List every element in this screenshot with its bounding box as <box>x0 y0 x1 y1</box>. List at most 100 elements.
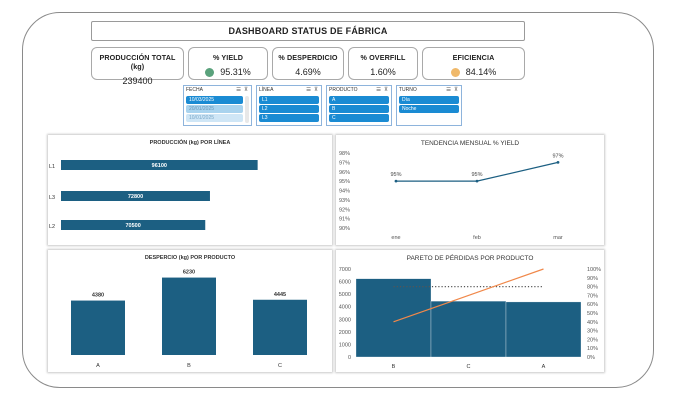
status-dot-icon <box>450 67 460 77</box>
x-tick-label: mar <box>553 235 563 241</box>
chart-title: PARETO DE PÉRDIDAS POR PRODUCTO <box>406 255 534 262</box>
slicer-title: LÍNEA <box>259 87 274 93</box>
multi-select-icon[interactable]: ☰ <box>306 87 311 93</box>
bar <box>505 301 582 358</box>
x-tick-label: B <box>187 363 191 369</box>
kpi-value: 95.31% <box>220 67 251 77</box>
y2-tick-label: 90% <box>587 276 598 282</box>
cumulative-line <box>393 268 544 323</box>
category-label: L2 <box>49 224 55 230</box>
data-point <box>556 160 560 164</box>
kpi-efficiency: EFICIENCIA 84.14% <box>422 47 525 80</box>
slicer-producto: PRODUCTO ☰ ⊼ A B C <box>326 85 392 126</box>
slicer-title: PRODUCTO <box>329 87 358 93</box>
monthly-yield-trend-chart: TENDENCIA MENSUAL % YIELD 98% 97% 96% 95% 94… <box>336 135 604 245</box>
multi-select-icon[interactable]: ☰ <box>446 87 451 93</box>
clear-filter-icon[interactable]: ⊼ <box>383 87 388 93</box>
y2-tick-label: 0% <box>587 355 595 361</box>
slicer-fecha: FECHA ☰ ⊼ 10/03/2025 20/01/2025 10/01/20… <box>183 85 252 126</box>
multi-select-icon[interactable]: ☰ <box>376 87 381 93</box>
data-label: 97% <box>552 153 563 159</box>
x-tick-label: ene <box>391 235 400 241</box>
kpi-value: 84.14% <box>465 67 497 77</box>
kpi-total-production: PRODUCCIÓN TOTAL (kg) 239400 <box>91 47 184 86</box>
category-label: L3 <box>49 195 55 201</box>
y-tick-label: 94% <box>339 189 350 195</box>
bar <box>61 220 206 230</box>
y2-tick-label: 70% <box>587 293 598 299</box>
kpi-value: 239400 <box>122 76 153 86</box>
bar <box>61 191 210 201</box>
slicer-item[interactable]: L3 <box>259 114 319 122</box>
bar <box>253 299 307 355</box>
slicer-linea: LÍNEA ☰ ⊼ L1 L2 L3 <box>256 85 322 126</box>
slicer-title: FECHA <box>186 87 203 93</box>
slicer-item[interactable]: 10/03/2025 <box>186 96 243 104</box>
status-dot-icon <box>205 67 215 77</box>
y2-tick-label: 50% <box>587 311 598 317</box>
bar <box>355 278 432 358</box>
category-label: L1 <box>49 164 55 170</box>
y2-tick-label: 80% <box>587 285 598 291</box>
y-tick-label: 98% <box>339 151 350 157</box>
dashboard-title: DASHBOARD STATUS DE FÁBRICA <box>91 21 525 41</box>
data-label: 96100 <box>152 163 167 169</box>
chart-title: DESPERCIO (kg) POR PRODUCTO <box>144 255 236 261</box>
y-tick-label: 5000 <box>339 292 351 298</box>
y-tick-label: 2000 <box>339 330 351 336</box>
slicer-scrollbar[interactable] <box>245 96 249 123</box>
x-tick-label: A <box>542 364 546 370</box>
waste-by-product-chart: DESPERCIO (kg) POR PRODUCTO 4380 A 6230 B 44… <box>48 250 332 372</box>
loss-pareto-chart: PARETO DE PÉRDIDAS POR PRODUCTO 7000 6000… <box>336 250 604 372</box>
y-tick-label: 97% <box>339 160 350 166</box>
x-tick-label: feb <box>473 235 481 241</box>
y-tick-label: 4000 <box>339 305 351 311</box>
y-tick-label: 96% <box>339 170 350 176</box>
slicer-item[interactable]: Noche <box>399 105 459 113</box>
y-tick-label: 7000 <box>339 267 351 273</box>
bar <box>162 277 216 355</box>
y-tick-label: 6000 <box>339 280 351 286</box>
kpi-label: % OVERFILL <box>360 53 406 62</box>
y-tick-label: 1000 <box>339 342 351 348</box>
slicer-item[interactable]: 10/01/2025 <box>186 114 243 122</box>
data-point <box>475 179 479 183</box>
data-point <box>394 179 398 183</box>
clear-filter-icon[interactable]: ⊼ <box>313 87 318 93</box>
kpi-waste: % DESPERDICIO 4.69% <box>272 47 344 80</box>
data-label: 4445 <box>274 292 286 298</box>
y2-tick-label: 30% <box>587 329 598 335</box>
slicer-title: TURNO <box>399 87 417 93</box>
x-tick-label: B <box>392 364 396 370</box>
y-tick-label: 3000 <box>339 317 351 323</box>
y2-tick-label: 100% <box>587 267 601 273</box>
slicer-item[interactable]: Día <box>399 96 459 104</box>
bar <box>430 300 507 358</box>
kpi-value: 1.60% <box>370 67 396 77</box>
y2-tick-label: 60% <box>587 302 598 308</box>
slicer-item[interactable]: C <box>329 114 389 122</box>
slicer-item[interactable]: 20/01/2025 <box>186 105 243 113</box>
production-by-line-chart: PRODUCCIÓN (kg) POR LÍNEA L1 96100 L3 72800… <box>48 135 332 245</box>
y-tick-label: 95% <box>339 179 350 185</box>
data-label: 6230 <box>183 270 195 276</box>
clear-filter-icon[interactable]: ⊼ <box>453 87 458 93</box>
kpi-label: % YIELD <box>212 53 244 62</box>
kpi-overfill: % OVERFILL 1.60% <box>348 47 418 80</box>
y-tick-label: 93% <box>339 198 350 204</box>
slicer-item[interactable]: A <box>329 96 389 104</box>
kpi-label: EFICIENCIA <box>452 53 495 62</box>
kpi-label: PRODUCCIÓN TOTAL (kg) <box>99 53 176 71</box>
multi-select-icon[interactable]: ☰ <box>236 87 241 93</box>
y-tick-label: 0 <box>348 355 351 361</box>
slicer-item[interactable]: L2 <box>259 105 319 113</box>
data-label: 72800 <box>128 194 143 200</box>
x-tick-label: A <box>96 363 100 369</box>
y-tick-label: 91% <box>339 217 350 223</box>
slicer-item[interactable]: B <box>329 105 389 113</box>
slicer-item[interactable]: L1 <box>259 96 319 104</box>
data-label: 70500 <box>125 223 140 229</box>
clear-filter-icon[interactable]: ⊼ <box>243 87 248 93</box>
kpi-yield: % YIELD 95.31% <box>188 47 268 80</box>
y2-tick-label: 10% <box>587 346 598 352</box>
